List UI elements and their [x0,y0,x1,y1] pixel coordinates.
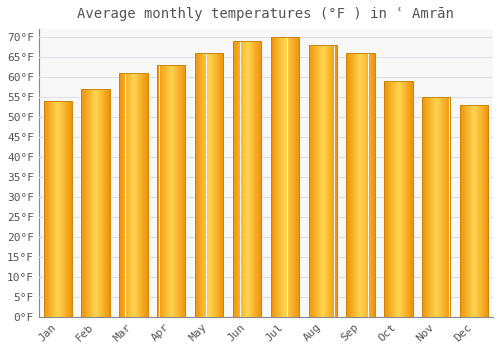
Bar [119,73,148,317]
Bar [157,65,186,317]
Bar [346,53,375,317]
Bar [44,101,72,317]
Bar [157,65,186,317]
Bar [422,97,450,317]
Bar [422,97,450,317]
Bar [233,41,261,317]
Bar [384,81,412,317]
Bar [346,53,375,317]
Bar [195,53,224,317]
Bar [308,45,337,317]
Bar [460,105,488,317]
Bar [460,105,488,317]
Bar [82,89,110,317]
Bar [44,101,72,317]
Bar [270,37,299,317]
Bar [119,73,148,317]
Bar [82,89,110,317]
Bar [233,41,261,317]
Title: Average monthly temperatures (°F ) in ʿ Amrān: Average monthly temperatures (°F ) in ʿ … [78,7,454,21]
Bar [384,81,412,317]
Bar [270,37,299,317]
Bar [308,45,337,317]
Bar [195,53,224,317]
